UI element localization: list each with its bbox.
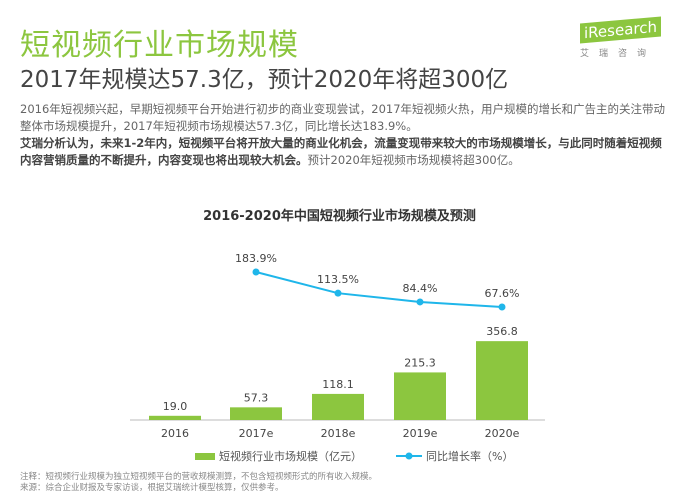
line-label: 113.5%	[317, 273, 359, 286]
bar	[476, 341, 528, 420]
x-tick-label: 2018e	[321, 427, 356, 440]
description: 2016年短视频兴起，早期短视频平台开始进行初步的商业变现尝试，2017年短视频…	[20, 102, 666, 167]
bar	[230, 407, 282, 420]
page-title: 短视频行业市场规模	[20, 28, 299, 63]
growth-line	[255, 271, 503, 308]
bar-label: 19.0	[163, 400, 188, 413]
line-point	[416, 298, 424, 306]
bar-label: 57.3	[244, 391, 269, 404]
bar-label: 356.8	[486, 325, 518, 338]
line-point	[498, 303, 506, 311]
line-label: 84.4%	[403, 282, 438, 295]
legend: 短视频行业市场规模（亿元） 同比增长率（%）	[195, 448, 513, 464]
x-tick-label: 2019e	[403, 427, 438, 440]
line-label: 183.9%	[235, 252, 277, 265]
line-point	[334, 289, 342, 297]
legend-bar: 短视频行业市场规模（亿元）	[195, 448, 362, 464]
bar-label: 215.3	[404, 356, 436, 369]
x-tick-label: 2020e	[485, 427, 520, 440]
line-point	[252, 268, 260, 276]
notes: 注释：短视频行业规模为独立短视频平台的营收规模测算，不包含短视频形式的所有收入规…	[20, 472, 378, 493]
page-subtitle: 2017年规模达57.3亿，预计2020年将超300亿	[20, 67, 509, 93]
bar-swatch	[195, 452, 215, 460]
chart-title: 2016-2020年中国短视频行业市场规模及预测	[203, 209, 476, 224]
line-swatch	[396, 452, 422, 460]
legend-line: 同比增长率（%）	[396, 448, 513, 464]
line-label: 67.6%	[485, 287, 520, 300]
bar	[312, 393, 364, 420]
bar	[149, 415, 201, 420]
x-tick-label: 2017e	[239, 427, 274, 440]
iresearch-logo: iResearch 艾瑞咨询	[580, 16, 672, 59]
x-tick-label: 2016	[161, 427, 189, 440]
bar	[394, 372, 446, 420]
bar-label: 118.1	[322, 378, 354, 391]
